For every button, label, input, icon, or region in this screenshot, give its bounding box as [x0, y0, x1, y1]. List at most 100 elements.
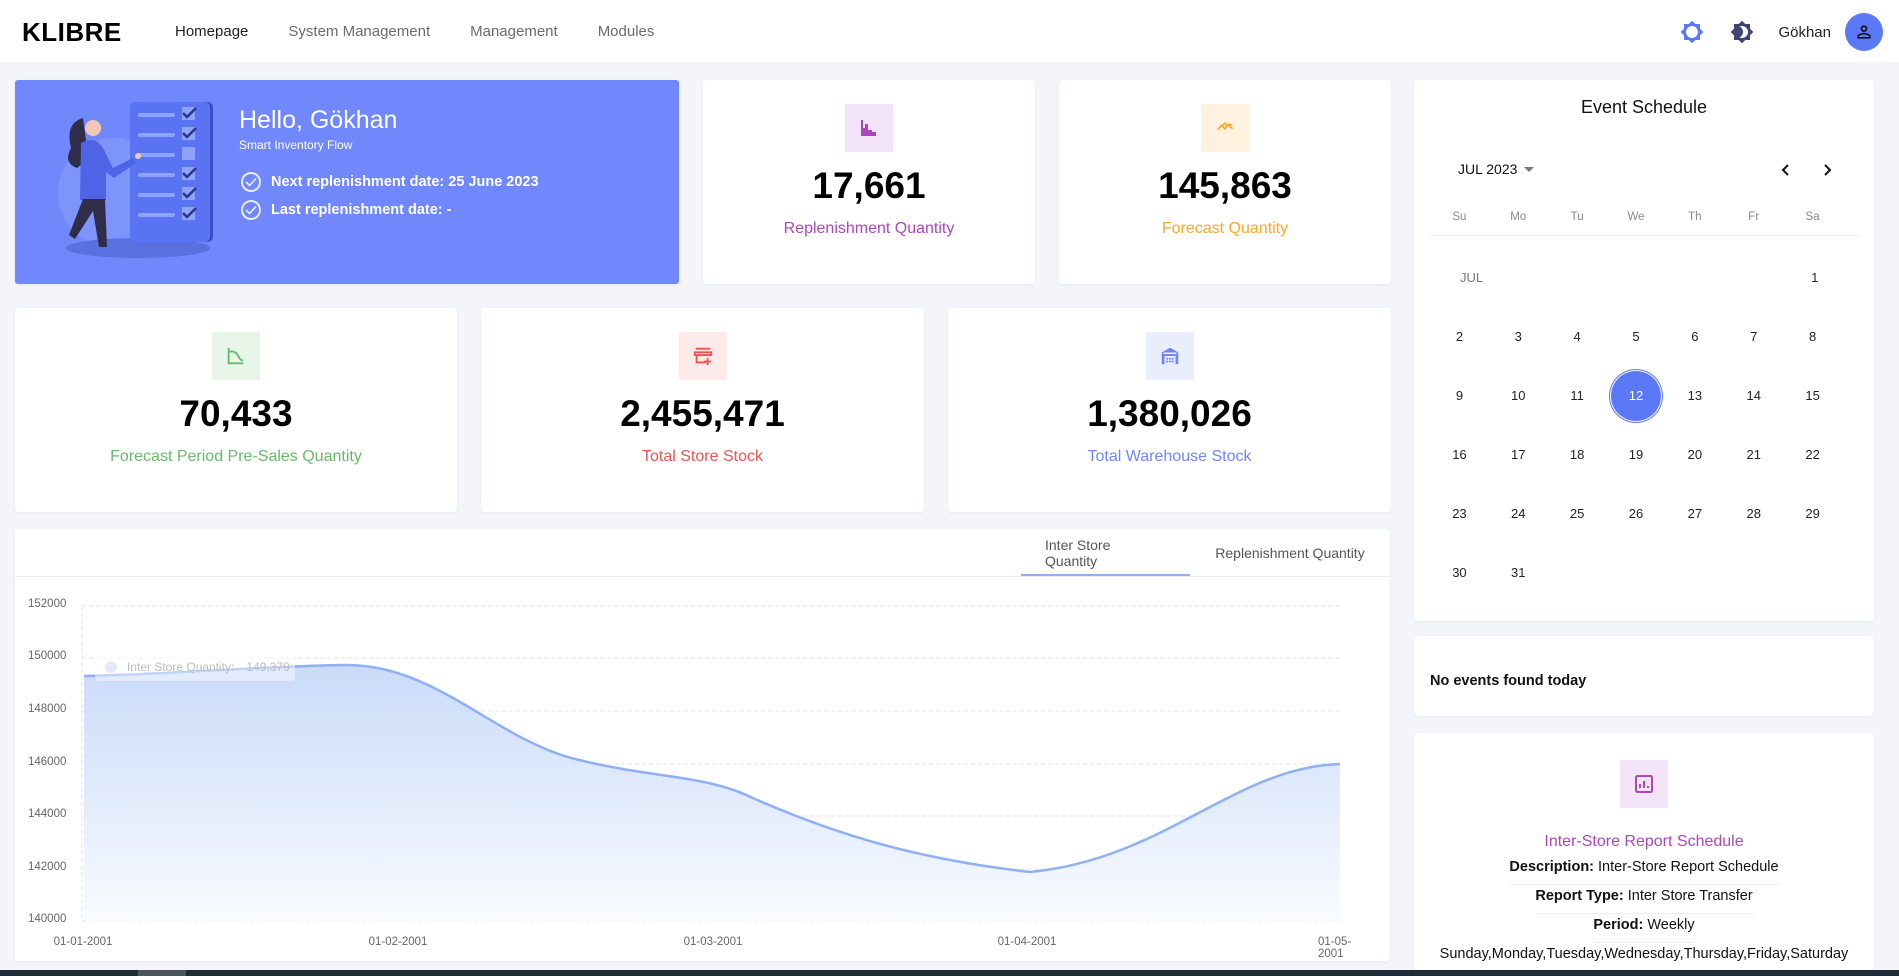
calendar-day[interactable]: 26: [1628, 506, 1644, 521]
calendar-day[interactable]: 18: [1569, 447, 1585, 462]
chevron-right-icon: [1824, 164, 1832, 176]
calendar-day[interactable]: 2: [1455, 329, 1464, 344]
calendar-day[interactable]: 31: [1511, 565, 1526, 580]
description-label: Description:: [1509, 859, 1594, 875]
calendar-title: Event Schedule: [1580, 97, 1708, 117]
caret-down-icon: [1524, 166, 1535, 172]
calendar-day[interactable]: 25: [1569, 506, 1585, 521]
area-chart[interactable]: [15, 529, 1390, 961]
type-label: Report Type:: [1535, 888, 1624, 904]
app-logo[interactable]: KLIBRE: [22, 17, 122, 47]
calendar-day[interactable]: 7: [1750, 329, 1758, 344]
calendar-day[interactable]: 22: [1805, 447, 1820, 462]
calendar-day[interactable]: 8: [1808, 329, 1817, 344]
calendar-day[interactable]: 9: [1455, 388, 1464, 403]
trend-icon: [1216, 121, 1234, 131]
calendar-day[interactable]: 30: [1452, 565, 1467, 580]
calendar-day[interactable]: 20: [1687, 447, 1703, 462]
stat-label: Replenishment Quantity: [783, 220, 955, 237]
stat-value: 70,433: [179, 393, 293, 434]
person-icon: [1857, 25, 1871, 39]
x-tick: 01-04-2001: [997, 936, 1057, 948]
calendar-empty: [1515, 248, 1570, 307]
check-circle-icon: [241, 172, 261, 192]
weekday-label: Sa: [1805, 211, 1820, 223]
y-tick: 142000: [28, 861, 67, 873]
next-replenishment-date: Next replenishment date: 25 June 2023: [271, 174, 539, 190]
previous-month-button[interactable]: [1774, 158, 1798, 182]
username[interactable]: Gökhan: [1778, 23, 1831, 41]
report-type: Report Type: Inter Store Transfer: [1414, 888, 1874, 904]
taskbar-item[interactable]: [138, 970, 186, 976]
calendar-day[interactable]: 10: [1511, 388, 1526, 403]
check-circle-icon: [241, 200, 261, 220]
tab-inter-store-quantity[interactable]: Inter Store Quantity: [1021, 529, 1190, 576]
calendar-day-selected[interactable]: 12: [1607, 366, 1666, 425]
y-tick: 152000: [28, 598, 67, 610]
month-year-selector[interactable]: JUL 2023: [1458, 161, 1535, 177]
calendar-day[interactable]: 13: [1687, 388, 1703, 403]
divider: [1536, 913, 1754, 914]
calendar-day[interactable]: 21: [1746, 447, 1761, 462]
stat-card-replenishment-quantity: 17,661 Replenishment Quantity: [703, 80, 1035, 284]
tab-replenishment-quantity[interactable]: Replenishment Quantity: [1215, 544, 1365, 561]
nav-management[interactable]: Management: [470, 22, 558, 40]
quantity-chart-card: Inter Store Quantity Replenishment Quant…: [15, 529, 1390, 961]
stat-card-forecast-quantity: 145,863 Forecast Quantity: [1059, 80, 1391, 284]
events-card: No events found today: [1414, 636, 1874, 716]
month-label: JUL: [1460, 270, 1484, 285]
y-tick: 144000: [28, 808, 67, 820]
report-title[interactable]: Inter-Store Report Schedule: [1544, 833, 1744, 850]
calendar-day[interactable]: 27: [1687, 506, 1703, 521]
decline-chart-icon: [227, 347, 244, 365]
calendar-day[interactable]: 16: [1452, 447, 1467, 462]
calendar-day[interactable]: 15: [1805, 388, 1820, 403]
type-value: Inter Store Transfer: [1623, 888, 1753, 904]
dark-mode-button[interactable]: [1724, 14, 1760, 50]
weekday-label: Su: [1452, 211, 1467, 223]
calendar-week: 2 3 4 5 6 7 8: [1430, 307, 1842, 366]
nav-homepage[interactable]: Homepage: [175, 22, 249, 40]
stat-icon-box: [1201, 104, 1249, 152]
light-mode-button[interactable]: [1674, 14, 1710, 50]
calendar-week: 9 10 11 12 13 14 15: [1430, 366, 1842, 425]
calendar-day[interactable]: 24: [1511, 506, 1526, 521]
calendar-empty: [1678, 248, 1733, 307]
calendar-empty: [1607, 543, 1666, 602]
divider: [1594, 942, 1694, 943]
y-tick: 148000: [28, 703, 67, 715]
calendar-day[interactable]: 11: [1570, 388, 1584, 403]
y-tick: 140000: [28, 913, 67, 925]
calendar-day[interactable]: 3: [1514, 329, 1522, 344]
nav-system-management[interactable]: System Management: [288, 22, 431, 40]
calendar-day[interactable]: 28: [1746, 506, 1761, 521]
y-tick: 150000: [28, 650, 67, 662]
calendar-day[interactable]: 5: [1632, 329, 1640, 344]
calendar-empty: [1569, 248, 1624, 307]
user-area: Gökhan: [1674, 13, 1883, 51]
calendar-empty: [1665, 543, 1724, 602]
chart-tooltip: Inter Store Quantity: 149,379: [95, 653, 295, 681]
calendar-day[interactable]: 17: [1511, 447, 1526, 462]
report-days: Sunday,Monday,Tuesday,Wednesday,Thursday…: [1439, 946, 1849, 962]
calendar-day[interactable]: 29: [1805, 506, 1820, 521]
dark-mode-icon: [1731, 20, 1754, 44]
stat-value: 145,863: [1158, 165, 1292, 206]
calendar-day[interactable]: 1: [1811, 270, 1819, 285]
next-month-button[interactable]: [1815, 158, 1839, 182]
calendar-empty: [1624, 248, 1679, 307]
avatar[interactable]: [1845, 13, 1883, 51]
calendar-day[interactable]: 6: [1691, 329, 1699, 344]
calendar-day[interactable]: 4: [1573, 329, 1581, 344]
chart-tabs: Inter Store Quantity Replenishment Quant…: [1021, 529, 1390, 576]
calendar-empty: [1548, 543, 1607, 602]
nav-modules[interactable]: Modules: [597, 22, 655, 40]
calendar-day[interactable]: 14: [1746, 388, 1761, 403]
light-mode-icon: [1681, 20, 1704, 44]
weekday-label: Fr: [1748, 211, 1760, 223]
calendar-day[interactable]: 23: [1452, 506, 1467, 521]
divider: [1510, 884, 1780, 885]
stat-card-forecast-presales: 70,433 Forecast Period Pre-Sales Quantit…: [15, 308, 457, 512]
calendar-day[interactable]: 19: [1628, 447, 1644, 462]
weekday-label: Th: [1688, 211, 1702, 223]
